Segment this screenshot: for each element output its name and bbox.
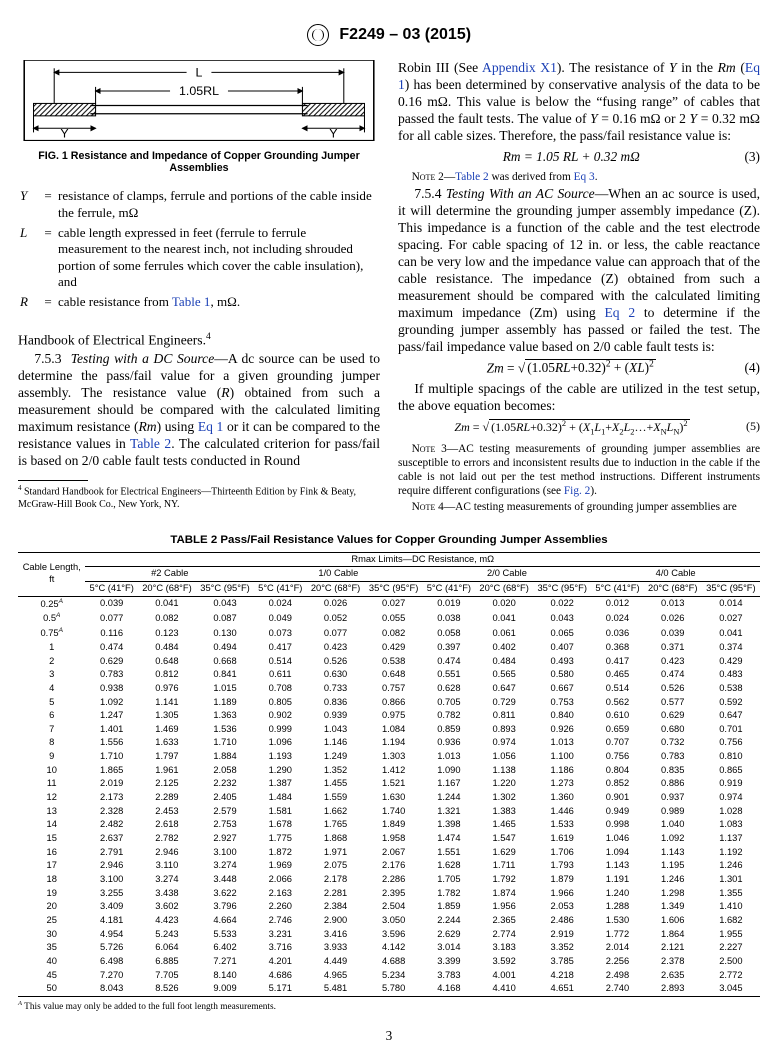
def-y-sym: Y <box>20 187 38 222</box>
note-4: Note 4—AC testing measurements of ground… <box>398 500 760 514</box>
link-eq-1[interactable]: Eq 1 <box>198 419 224 434</box>
link-table-2b[interactable]: Table 2 <box>455 171 489 183</box>
link-fig-2[interactable]: Fig. 2 <box>564 485 590 497</box>
equation-3: (3) Rm = 1.05 RL + 0.32 mΩ <box>398 149 760 166</box>
left-column: L 1.05RL Y Y FIG. 1 Resistance and Imped… <box>18 60 380 519</box>
figure-1-label-l: L <box>196 66 203 80</box>
para-7-5-3: 7.5.3 Testing with a DC Source—A dc sour… <box>18 351 380 470</box>
link-table-2[interactable]: Table 2 <box>130 436 171 451</box>
link-table-1[interactable]: Table 1 <box>172 294 211 309</box>
table-2-caption: TABLE 2 Pass/Fail Resistance Values for … <box>18 533 760 547</box>
link-eq-3[interactable]: Eq 3 <box>574 171 595 183</box>
link-appendix-x1[interactable]: Appendix X1 <box>482 60 557 75</box>
def-l: cable length expressed in feet (ferrule … <box>58 224 378 291</box>
designation: F2249 – 03 (2015) <box>339 26 471 43</box>
note-3: Note 3—AC testing measurements of ground… <box>398 442 760 499</box>
figure-1-label-y-left: Y <box>60 127 68 141</box>
figure-1-label-y-right: Y <box>329 127 337 141</box>
two-column-layout: L 1.05RL Y Y FIG. 1 Resistance and Imped… <box>18 60 760 519</box>
def-r: cable resistance from Table 1, mΩ. <box>58 293 378 311</box>
table-2: Cable Length,ftRmax Limits—DC Resistance… <box>18 552 760 997</box>
right-column: Robin III (See Appendix X1). The resista… <box>398 60 760 519</box>
para-7-5-4: 7.5.4 Testing With an AC Source—When an … <box>398 186 760 356</box>
para-multi: If multiple spacings of the cable are ut… <box>398 381 760 415</box>
page-number: 3 <box>18 1028 760 1045</box>
equation-4: (4) Zm = √(1.05RL+0.32)2 + (XL)2 <box>398 360 760 377</box>
figure-1-svg: L 1.05RL Y Y <box>18 60 380 141</box>
para-robin: Robin III (See Appendix X1). The resista… <box>398 60 760 145</box>
figure-1-caption: FIG. 1 Resistance and Impedance of Coppe… <box>18 150 380 176</box>
link-eq-2[interactable]: Eq 2 <box>604 305 635 320</box>
equation-5: (5) Zm = √(1.05RL+0.32)2 + (X1L1+X2L2…+X… <box>398 419 760 438</box>
handbook-ref: Handbook of Electrical Engineers.4 <box>18 332 380 350</box>
def-l-sym: L <box>20 224 38 291</box>
table-2-footnote-a: A This value may only be added to the fu… <box>18 1000 760 1014</box>
symbol-definitions: Y= resistance of clamps, ferrule and por… <box>18 185 380 313</box>
def-y: resistance of clamps, ferrule and portio… <box>58 187 378 222</box>
note-2: Note 2—Table 2 was derived from Eq 3. <box>398 170 760 184</box>
def-r-sym: R <box>20 293 38 311</box>
figure-1-label-105rl: 1.05RL <box>179 84 219 98</box>
astm-logo-icon <box>307 24 329 46</box>
page-header: F2249 – 03 (2015) <box>18 24 760 46</box>
footnote-4: 4 Standard Handbook for Electrical Engin… <box>18 480 380 511</box>
